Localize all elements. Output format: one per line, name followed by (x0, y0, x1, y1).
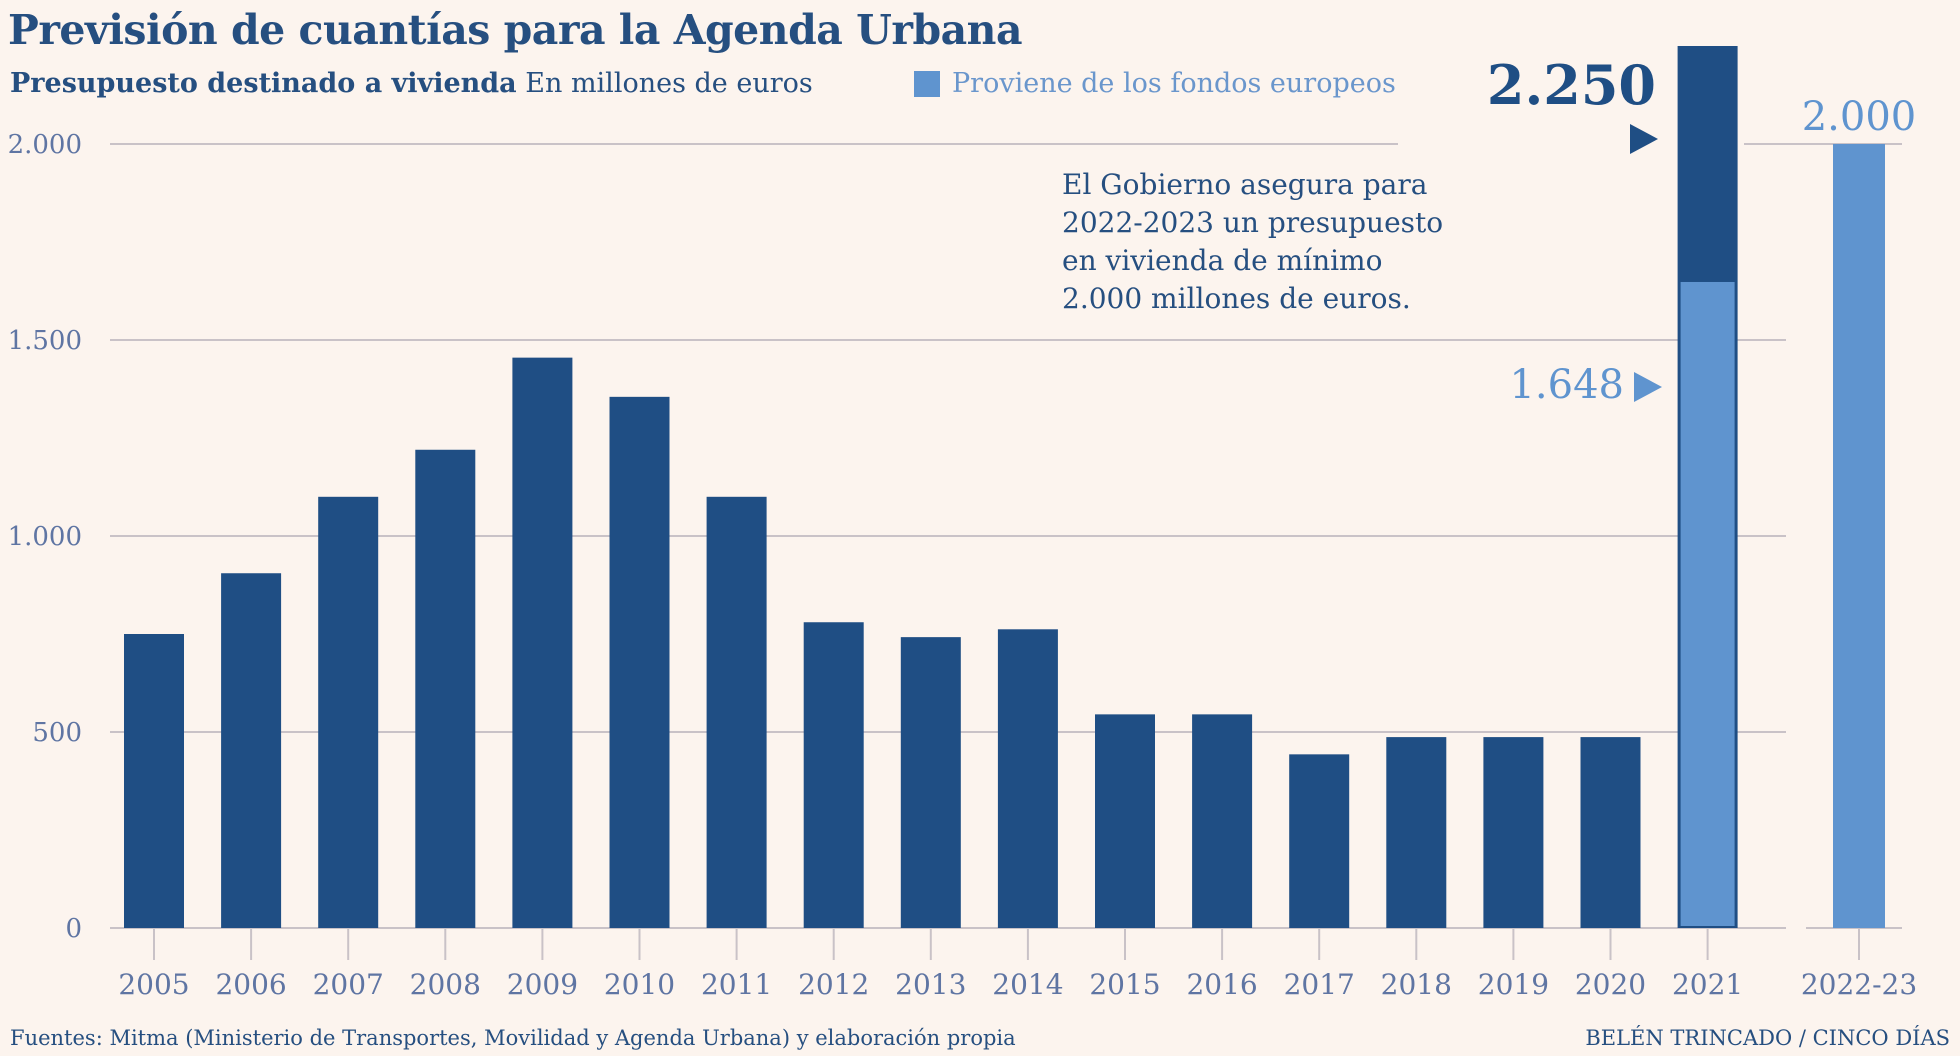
x-tick-label: 2018 (1381, 968, 1452, 1001)
x-tick-label: 2012 (798, 968, 869, 1001)
legend-label-european-funds: Proviene de los fondos europeos (952, 68, 1396, 99)
x-tick-label: 2016 (1186, 968, 1257, 1001)
bar-2012 (803, 622, 864, 928)
x-tick-label: 2008 (410, 968, 481, 1001)
bar-2016 (1192, 714, 1253, 928)
annotation-line: 2.000 millones de euros. (1062, 282, 1411, 315)
author-credit: BELÉN TRINCADO / CINCO DÍAS (1585, 1026, 1950, 1050)
bar-2007 (318, 496, 379, 928)
x-tick-label: 2007 (313, 968, 384, 1001)
x-tick-label: 2013 (895, 968, 966, 1001)
bar-2008 (415, 449, 476, 928)
annotation-text: El Gobierno asegura para 2022-2023 un pr… (1062, 166, 1482, 318)
bar-2014 (997, 629, 1058, 928)
x-tick-label: 2014 (992, 968, 1063, 1001)
bar-2019 (1483, 737, 1544, 928)
bar-2022-23 (1833, 144, 1885, 928)
bar-2018 (1386, 737, 1447, 928)
chart-subtitle: Presupuesto destinado a vivienda En mill… (10, 68, 813, 99)
bar-2005 (124, 634, 184, 928)
x-tick-label: 2017 (1284, 968, 1355, 1001)
x-tick-label: 2019 (1478, 968, 1549, 1001)
y-tick-label: 2.000 (8, 130, 82, 160)
legend: Proviene de los fondos europeos (914, 68, 1396, 99)
data-label-2021-total: 2.250 (1487, 53, 1656, 117)
x-tick-label: 2021 (1672, 968, 1743, 1001)
x-tick-label: 2020 (1575, 968, 1646, 1001)
bar-2010 (609, 396, 670, 929)
y-tick-label: 1.500 (8, 326, 82, 356)
x-tick-label: 2010 (604, 968, 675, 1001)
bar-2015 (1095, 714, 1155, 928)
subtitle-units: En millones de euros (525, 68, 813, 99)
y-tick-label: 1.000 (8, 522, 82, 552)
bar-2011 (706, 496, 767, 928)
annotation-line: 2022-2023 un presupuesto (1062, 206, 1444, 239)
pointer-arrow-2021-european-funds (1634, 372, 1662, 402)
y-tick-label: 500 (32, 718, 82, 748)
legend-swatch-european-funds (914, 70, 940, 97)
source-note: Fuentes: Mitma (Ministerio de Transporte… (10, 1026, 1016, 1050)
x-tick-label: 2005 (118, 968, 189, 1001)
bar-2017 (1289, 754, 1350, 928)
bar-2021-european-funds (1680, 281, 1735, 926)
subtitle-bold: Presupuesto destinado a vivienda (10, 68, 517, 99)
x-tick-label: 2009 (507, 968, 578, 1001)
data-label-2022-23: 2.000 (1802, 94, 1917, 140)
bar-2009 (512, 357, 573, 928)
data-label-2021-european-funds: 1.648 (1509, 362, 1624, 408)
bar-2013 (900, 637, 961, 928)
annotation-line: El Gobierno asegura para (1062, 168, 1428, 201)
pointer-arrow-2021-total (1630, 124, 1658, 154)
y-tick-label: 0 (65, 914, 82, 944)
annotation-line: en vivienda de mínimo (1062, 244, 1383, 277)
x-tick-label: 2015 (1089, 968, 1160, 1001)
chart-title: Previsión de cuantías para la Agenda Urb… (8, 6, 1023, 54)
x-tick-label: 2011 (701, 968, 772, 1001)
bar-2006 (221, 573, 282, 928)
x-tick-label: 2022-23 (1801, 968, 1917, 1001)
bar-2020 (1580, 737, 1641, 928)
x-tick-label: 2006 (215, 968, 286, 1001)
